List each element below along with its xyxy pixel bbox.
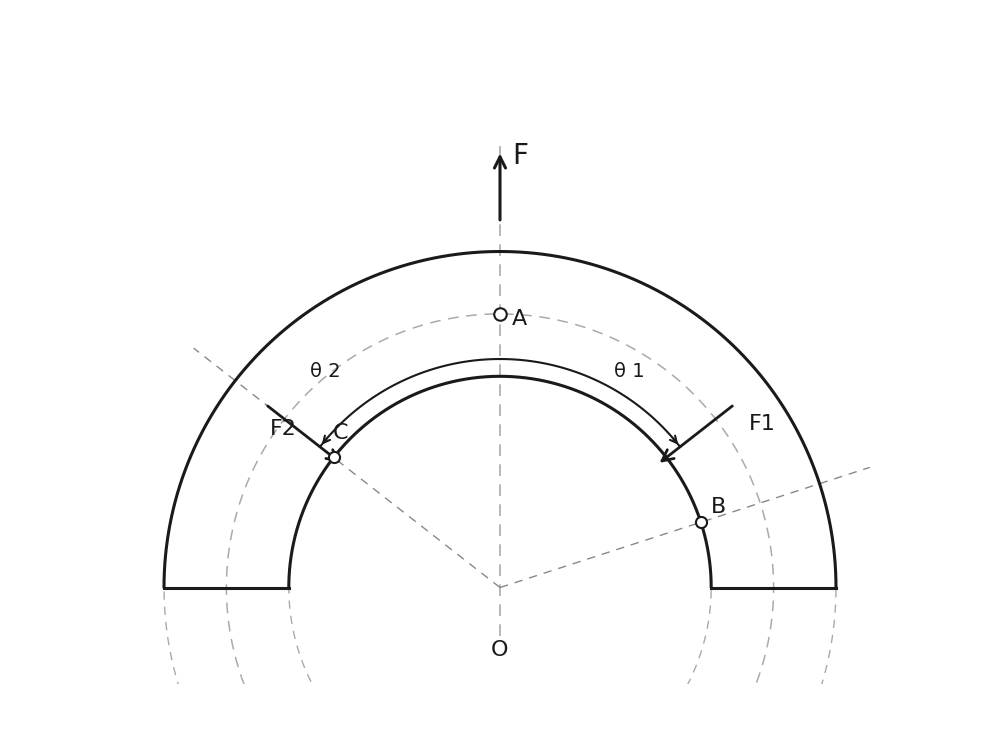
Text: A: A [512, 308, 527, 328]
Text: θ 1: θ 1 [614, 363, 644, 381]
Text: O: O [491, 640, 509, 661]
Text: F1: F1 [749, 414, 776, 434]
Text: C: C [332, 423, 348, 443]
Text: θ 2: θ 2 [310, 363, 340, 381]
Text: F: F [512, 141, 528, 169]
Text: B: B [710, 497, 726, 517]
Text: F2: F2 [270, 418, 297, 438]
